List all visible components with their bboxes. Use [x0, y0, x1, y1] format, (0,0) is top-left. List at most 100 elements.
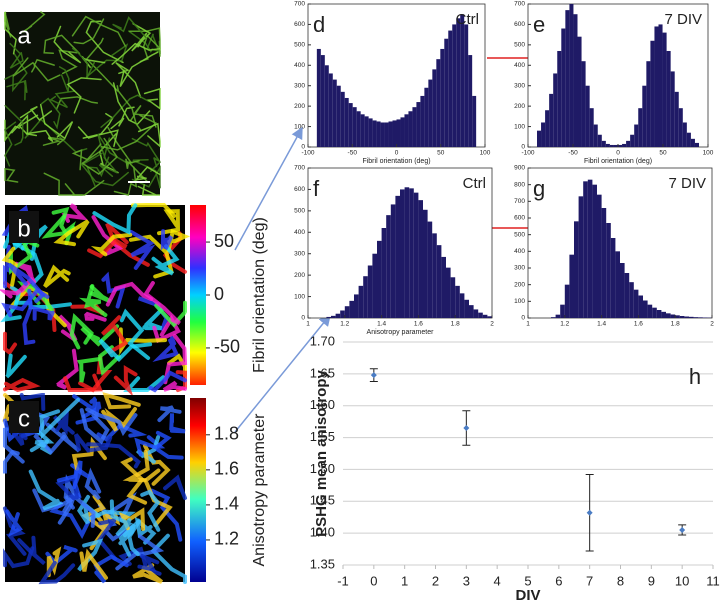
x-tick-label: 1.8 [671, 321, 680, 328]
x-tick-label: 1 [526, 321, 530, 328]
fibril [72, 47, 96, 79]
hist-bar [390, 204, 396, 318]
hist-bar [662, 32, 667, 147]
x-tick-label: -50 [568, 150, 578, 157]
fibril [84, 311, 107, 322]
hist-bar [335, 313, 341, 318]
fibril [92, 203, 138, 235]
hist-bar [395, 195, 400, 318]
hist-bar [432, 233, 437, 318]
x-tick-label: 1.6 [414, 321, 423, 328]
hist-bar [328, 73, 333, 147]
colorbar-tick-label: 1.6 [214, 459, 239, 479]
hist-bar [384, 122, 389, 147]
x-tick-label: 8 [617, 573, 624, 588]
fibril [31, 58, 55, 73]
fibril [91, 215, 124, 256]
y-tick-label: 500 [294, 42, 305, 49]
x-tick-label: 50 [659, 150, 667, 157]
fibril [102, 392, 141, 410]
x-tick-label: 50 [437, 150, 445, 157]
colorbar [190, 205, 206, 385]
hist-bar [444, 38, 449, 147]
fibril [58, 66, 70, 93]
fibril [55, 96, 99, 111]
hist-bar [666, 50, 671, 147]
x-tick-label: 1.8 [451, 321, 460, 328]
fibril [4, 168, 19, 183]
y-tick-label: 900 [514, 165, 525, 172]
y-tick-label: 600 [514, 215, 525, 222]
fibril [162, 380, 187, 392]
colorbar-tick-label: 1.8 [214, 424, 239, 444]
x-tick-label: -100 [521, 150, 534, 157]
hist-bar [408, 111, 413, 147]
hist-bar [694, 142, 699, 147]
hist-bar [436, 245, 442, 318]
x-tick-label: -50 [348, 150, 358, 157]
fibril [98, 338, 153, 363]
y-axis-label: PSHG mean anisotropy [313, 369, 330, 536]
hist-bar [634, 124, 639, 147]
y-tick-label: 1.55 [310, 429, 335, 444]
y-tick-label: 500 [514, 42, 525, 49]
fibril [3, 427, 25, 464]
fibril [143, 87, 161, 110]
colorbar-label: Anisotropy parameter [251, 413, 268, 567]
fibril [116, 85, 142, 131]
y-tick-label: 700 [514, 1, 525, 8]
fibril [118, 327, 168, 356]
fibril [97, 345, 121, 377]
hist-bar [629, 282, 634, 318]
hist-bar [468, 55, 473, 148]
panel-letter: h [689, 364, 701, 389]
fibril [39, 103, 74, 140]
fibril [3, 331, 17, 356]
y-tick-label: 300 [514, 265, 525, 272]
y-tick-label: 1.70 [310, 333, 335, 348]
y-tick-label: 300 [514, 82, 525, 89]
fibril [4, 104, 24, 146]
x-tick-label: 1 [306, 321, 310, 328]
fibril [40, 97, 61, 130]
fibril [6, 80, 28, 101]
colorbar-tick-label: -50 [214, 337, 240, 357]
fibril [101, 407, 137, 432]
fibril [123, 518, 142, 557]
y-tick-label: 400 [294, 62, 305, 69]
panel-letter: g [533, 176, 545, 201]
fibril [150, 533, 187, 584]
fibril [119, 51, 159, 87]
hist-bar [416, 102, 421, 147]
hist-bar [564, 284, 570, 318]
y-tick-label: 0 [301, 315, 305, 322]
hist-bar [452, 24, 457, 147]
y-tick-label: 1.60 [310, 397, 335, 412]
fibril [4, 11, 17, 55]
hist-bar [349, 300, 354, 318]
hist-bar [682, 122, 687, 147]
fibril [56, 460, 83, 490]
fibril [43, 264, 71, 289]
fibril [76, 357, 101, 383]
fibril [90, 232, 133, 257]
hist-bar [690, 138, 695, 147]
x-axis-label: Fibril orientation (deg) [584, 158, 652, 165]
fibril [110, 106, 135, 130]
hist-bar [597, 134, 602, 147]
fibril [3, 506, 27, 556]
fibril [140, 489, 161, 532]
fibril [113, 166, 138, 196]
hist-bar [356, 111, 361, 147]
x-tick-label: 6 [555, 573, 562, 588]
hist-bar [574, 221, 579, 318]
y-tick-label: 800 [514, 181, 525, 188]
hist-bar [593, 124, 598, 147]
x-tick-label: 1.6 [634, 321, 643, 328]
fibril [105, 281, 154, 307]
hist-bar [336, 85, 341, 147]
hist-bar [418, 200, 423, 318]
hist-bar [597, 194, 602, 318]
hist-bar [377, 240, 382, 318]
fibril [56, 348, 79, 390]
